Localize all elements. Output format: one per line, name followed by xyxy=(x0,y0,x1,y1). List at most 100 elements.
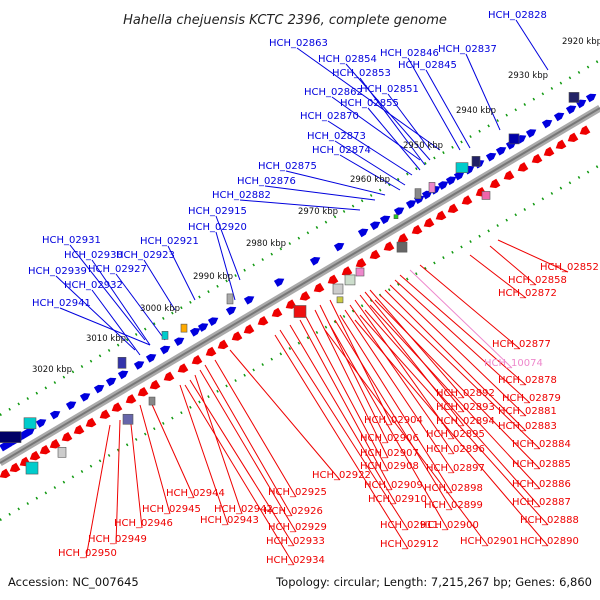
reverse-gene-arrow xyxy=(85,417,97,428)
gene-label: HCH_02885 xyxy=(512,459,571,470)
reverse-gene-arrow xyxy=(217,339,229,350)
gene-label: HCH_02943 xyxy=(200,515,259,526)
feature-block xyxy=(455,162,469,173)
label-leader-line xyxy=(214,359,297,498)
forward-gene-arrow xyxy=(421,190,433,200)
forward-gene-arrow xyxy=(117,370,129,380)
gene-label: HCH_02884 xyxy=(512,439,571,450)
gene-label: HCH_02923 xyxy=(116,250,175,261)
forward-gene-arrow xyxy=(159,345,171,355)
label-leader-line xyxy=(425,69,471,149)
reverse-gene-arrow xyxy=(149,379,161,390)
reverse-gene-arrow xyxy=(489,178,501,189)
feature-block xyxy=(336,296,344,304)
label-leader-line xyxy=(167,245,196,301)
label-leader-line xyxy=(399,274,527,386)
gene-features xyxy=(0,92,597,479)
label-leader-line xyxy=(129,414,143,529)
gene-label: HCH_02900 xyxy=(420,520,479,531)
reverse-gene-arrow xyxy=(99,409,111,419)
forward-gene-arrow xyxy=(19,427,35,440)
label-leader-line xyxy=(354,319,549,547)
gene-label: HCH_02933 xyxy=(266,536,325,547)
label-leader-line xyxy=(215,215,241,281)
label-leader-line xyxy=(379,294,541,450)
label-leader-line xyxy=(199,369,297,533)
reverse-gene-arrow xyxy=(9,462,21,473)
kbp-tick-label: 3020 kbp xyxy=(32,365,72,375)
feature-block xyxy=(414,188,422,199)
label-leader-line xyxy=(296,47,441,151)
gene-label: HCH_02931 xyxy=(42,235,101,246)
reverse-gene-arrow xyxy=(369,249,381,260)
kbp-tick-label: 2920 kbp xyxy=(562,37,600,47)
forward-gene-arrow xyxy=(453,171,465,181)
gene-label: HCH_02872 xyxy=(498,288,557,299)
label-leader-line xyxy=(497,239,569,273)
kbp-tick-label: 2950 kbp xyxy=(403,141,443,151)
gene-label: HCH_02873 xyxy=(307,131,366,142)
kbp-tick-label: 2940 kbp xyxy=(456,106,496,116)
forward-gene-arrow xyxy=(79,393,91,402)
gene-label: HCH_02941 xyxy=(32,298,91,309)
feature-block xyxy=(226,293,234,305)
reverse-gene-arrow xyxy=(231,331,243,341)
leader-lines xyxy=(55,19,569,566)
gene-label: HCH_02922 xyxy=(312,470,371,481)
kbp-tick-label: 2960 kbp xyxy=(350,175,390,185)
gene-label: HCH_02926 xyxy=(264,506,323,517)
forward-gene-arrow xyxy=(273,278,285,287)
feature-block xyxy=(161,331,169,340)
label-leader-line xyxy=(515,19,549,71)
forward-gene-arrow xyxy=(565,105,577,115)
forward-gene-arrow xyxy=(105,377,117,387)
label-leader-line xyxy=(91,259,151,346)
label-leader-line xyxy=(215,231,236,301)
gene-label: HCH_02932 xyxy=(64,280,123,291)
forward-gene-arrow xyxy=(207,317,219,326)
label-leader-line xyxy=(115,419,121,545)
gene-label: HCH_02899 xyxy=(424,500,483,511)
label-leader-line xyxy=(367,107,421,171)
feature-block xyxy=(332,283,344,295)
gene-label: HCH_02853 xyxy=(332,68,391,79)
gene-label: HCH_02920 xyxy=(188,222,247,233)
label-leader-line xyxy=(364,309,541,508)
gene-label: HCH_02901 xyxy=(460,536,519,547)
gene-label: HCH_02863 xyxy=(269,38,328,49)
reverse-gene-arrow xyxy=(0,468,11,479)
gene-label: HCH_02875 xyxy=(258,161,317,172)
label-leader-line xyxy=(59,307,151,346)
gene-label: HCH_02911 xyxy=(380,520,439,531)
forward-gene-arrow xyxy=(485,152,497,162)
forward-gene-arrow xyxy=(357,228,369,238)
gene-label: HCH_02927 xyxy=(88,264,147,275)
gene-label: HCH_02925 xyxy=(268,487,327,498)
label-leader-line xyxy=(149,399,195,499)
forward-gene-arrow xyxy=(369,221,381,231)
label-leader-line xyxy=(387,93,431,151)
label-leader-line xyxy=(369,289,465,399)
label-leader-line xyxy=(469,254,527,299)
forward-gene-arrow xyxy=(145,354,157,363)
label-leader-line xyxy=(339,314,453,494)
gene-label: HCH_02950 xyxy=(58,548,117,559)
map-title: Hahella chejuensis KCTC 2396, complete g… xyxy=(123,13,447,28)
gene-label: HCH_02852 xyxy=(540,262,599,273)
gene-label: HCH_10074 xyxy=(484,358,543,369)
gene-label: HCH_02906 xyxy=(360,433,419,444)
reverse-gene-arrow xyxy=(243,324,255,334)
label-leader-line xyxy=(314,309,389,459)
reverse-gene-arrow xyxy=(543,146,555,157)
label-leader-line xyxy=(349,304,455,455)
kbp-tick-label: 2990 kbp xyxy=(193,272,233,282)
forward-gene-arrow xyxy=(379,215,391,225)
label-leader-line xyxy=(384,289,527,432)
feature-block xyxy=(428,182,436,193)
label-leader-line xyxy=(419,264,521,350)
kbp-tick-label: 2930 kbp xyxy=(508,71,548,81)
gene-label: HCH_02934 xyxy=(266,555,325,566)
label-leader-line xyxy=(69,244,146,341)
forward-gene-arrow xyxy=(35,419,47,428)
